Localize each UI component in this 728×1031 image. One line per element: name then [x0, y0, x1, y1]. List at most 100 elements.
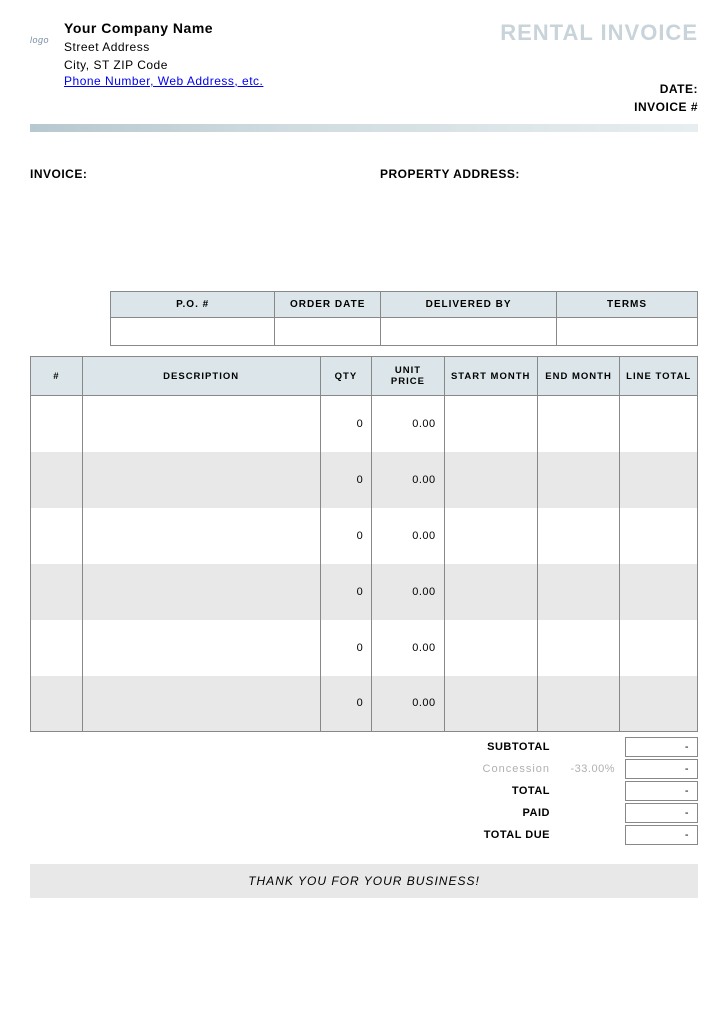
- item-start-cell[interactable]: [444, 564, 537, 620]
- item-unit-cell[interactable]: 0.00: [372, 452, 444, 508]
- table-row: 00.00: [31, 676, 698, 732]
- order-terms-cell[interactable]: [557, 318, 698, 346]
- item-unit-cell[interactable]: 0.00: [372, 676, 444, 732]
- concession-pct: -33.00%: [560, 763, 625, 775]
- item-qty-cell[interactable]: 0: [320, 452, 372, 508]
- concession-row: Concession -33.00% -: [30, 758, 698, 780]
- invoice-to-label: INVOICE:: [30, 167, 87, 181]
- thank-you-footer: THANK YOU FOR YOUR BUSINESS!: [30, 864, 698, 898]
- items-header-qty: QTY: [320, 357, 372, 396]
- table-row: 00.00: [31, 620, 698, 676]
- order-table: P.O. # ORDER DATE DELIVERED BY TERMS: [110, 291, 698, 346]
- concession-label: Concession: [460, 763, 560, 775]
- due-row: TOTAL DUE -: [30, 824, 698, 846]
- item-num-cell[interactable]: [31, 620, 83, 676]
- company-contact-link[interactable]: Phone Number, Web Address, etc.: [64, 74, 263, 88]
- items-header-total: LINE TOTAL: [620, 357, 698, 396]
- item-num-cell[interactable]: [31, 564, 83, 620]
- items-header-end: END MONTH: [537, 357, 620, 396]
- table-row: 00.00: [31, 452, 698, 508]
- logo-placeholder: logo: [30, 35, 49, 45]
- order-data-row: [111, 318, 698, 346]
- item-num-cell[interactable]: [31, 676, 83, 732]
- item-qty-cell[interactable]: 0: [320, 396, 372, 452]
- items-header-num: #: [31, 357, 83, 396]
- subtotal-value: -: [625, 737, 698, 757]
- property-label: PROPERTY ADDRESS:: [380, 167, 520, 181]
- item-total-cell[interactable]: [620, 508, 698, 564]
- item-start-cell[interactable]: [444, 396, 537, 452]
- total-label: TOTAL: [460, 785, 560, 797]
- item-desc-cell[interactable]: [82, 452, 320, 508]
- item-unit-cell[interactable]: 0.00: [372, 620, 444, 676]
- order-header-po: P.O. #: [111, 292, 275, 318]
- total-row: TOTAL -: [30, 780, 698, 802]
- item-desc-cell[interactable]: [82, 620, 320, 676]
- item-unit-cell[interactable]: 0.00: [372, 564, 444, 620]
- company-city: City, ST ZIP Code: [64, 56, 263, 74]
- order-header-date: ORDER DATE: [275, 292, 381, 318]
- items-header-start: START MONTH: [444, 357, 537, 396]
- item-start-cell[interactable]: [444, 452, 537, 508]
- item-end-cell[interactable]: [537, 620, 620, 676]
- item-total-cell[interactable]: [620, 564, 698, 620]
- item-num-cell[interactable]: [31, 452, 83, 508]
- order-date-cell[interactable]: [275, 318, 381, 346]
- gradient-divider: [30, 124, 698, 132]
- item-end-cell[interactable]: [537, 396, 620, 452]
- items-header-unit: UNIT PRICE: [372, 357, 444, 396]
- item-start-cell[interactable]: [444, 508, 537, 564]
- paid-value: -: [625, 803, 698, 823]
- item-end-cell[interactable]: [537, 452, 620, 508]
- table-row: 00.00: [31, 508, 698, 564]
- paid-row: PAID -: [30, 802, 698, 824]
- order-header-terms: TERMS: [557, 292, 698, 318]
- header: logo Your Company Name Street Address Ci…: [30, 20, 698, 116]
- item-desc-cell[interactable]: [82, 564, 320, 620]
- item-desc-cell[interactable]: [82, 508, 320, 564]
- item-total-cell[interactable]: [620, 620, 698, 676]
- order-delivered-cell[interactable]: [381, 318, 557, 346]
- item-unit-cell[interactable]: 0.00: [372, 396, 444, 452]
- subtotal-row: SUBTOTAL -: [30, 736, 698, 758]
- due-label: TOTAL DUE: [460, 829, 560, 841]
- items-header-row: # DESCRIPTION QTY UNIT PRICE START MONTH…: [31, 357, 698, 396]
- table-row: 00.00: [31, 396, 698, 452]
- item-total-cell[interactable]: [620, 676, 698, 732]
- items-table: # DESCRIPTION QTY UNIT PRICE START MONTH…: [30, 356, 698, 732]
- item-start-cell[interactable]: [444, 620, 537, 676]
- item-qty-cell[interactable]: 0: [320, 620, 372, 676]
- invoice-title: RENTAL INVOICE: [500, 20, 698, 46]
- concession-value: -: [625, 759, 698, 779]
- totals-area: SUBTOTAL - Concession -33.00% - TOTAL - …: [30, 736, 698, 846]
- table-row: 00.00: [31, 564, 698, 620]
- total-value: -: [625, 781, 698, 801]
- date-label: DATE:: [500, 80, 698, 98]
- items-header-desc: DESCRIPTION: [82, 357, 320, 396]
- company-street: Street Address: [64, 38, 263, 56]
- item-end-cell[interactable]: [537, 508, 620, 564]
- item-qty-cell[interactable]: 0: [320, 564, 372, 620]
- item-unit-cell[interactable]: 0.00: [372, 508, 444, 564]
- item-total-cell[interactable]: [620, 396, 698, 452]
- property-block: PROPERTY ADDRESS:: [380, 167, 698, 181]
- item-total-cell[interactable]: [620, 452, 698, 508]
- item-end-cell[interactable]: [537, 676, 620, 732]
- company-name: Your Company Name: [64, 20, 263, 36]
- item-num-cell[interactable]: [31, 508, 83, 564]
- order-header-row: P.O. # ORDER DATE DELIVERED BY TERMS: [111, 292, 698, 318]
- invoice-to-block: INVOICE:: [30, 167, 380, 181]
- header-right: RENTAL INVOICE DATE: INVOICE #: [500, 20, 698, 116]
- item-end-cell[interactable]: [537, 564, 620, 620]
- due-value: -: [625, 825, 698, 845]
- item-num-cell[interactable]: [31, 396, 83, 452]
- company-block: logo Your Company Name Street Address Ci…: [30, 20, 263, 116]
- item-desc-cell[interactable]: [82, 676, 320, 732]
- item-start-cell[interactable]: [444, 676, 537, 732]
- item-qty-cell[interactable]: 0: [320, 508, 372, 564]
- item-desc-cell[interactable]: [82, 396, 320, 452]
- order-po-cell[interactable]: [111, 318, 275, 346]
- date-block: DATE: INVOICE #: [500, 80, 698, 116]
- item-qty-cell[interactable]: 0: [320, 676, 372, 732]
- info-row: INVOICE: PROPERTY ADDRESS:: [30, 167, 698, 181]
